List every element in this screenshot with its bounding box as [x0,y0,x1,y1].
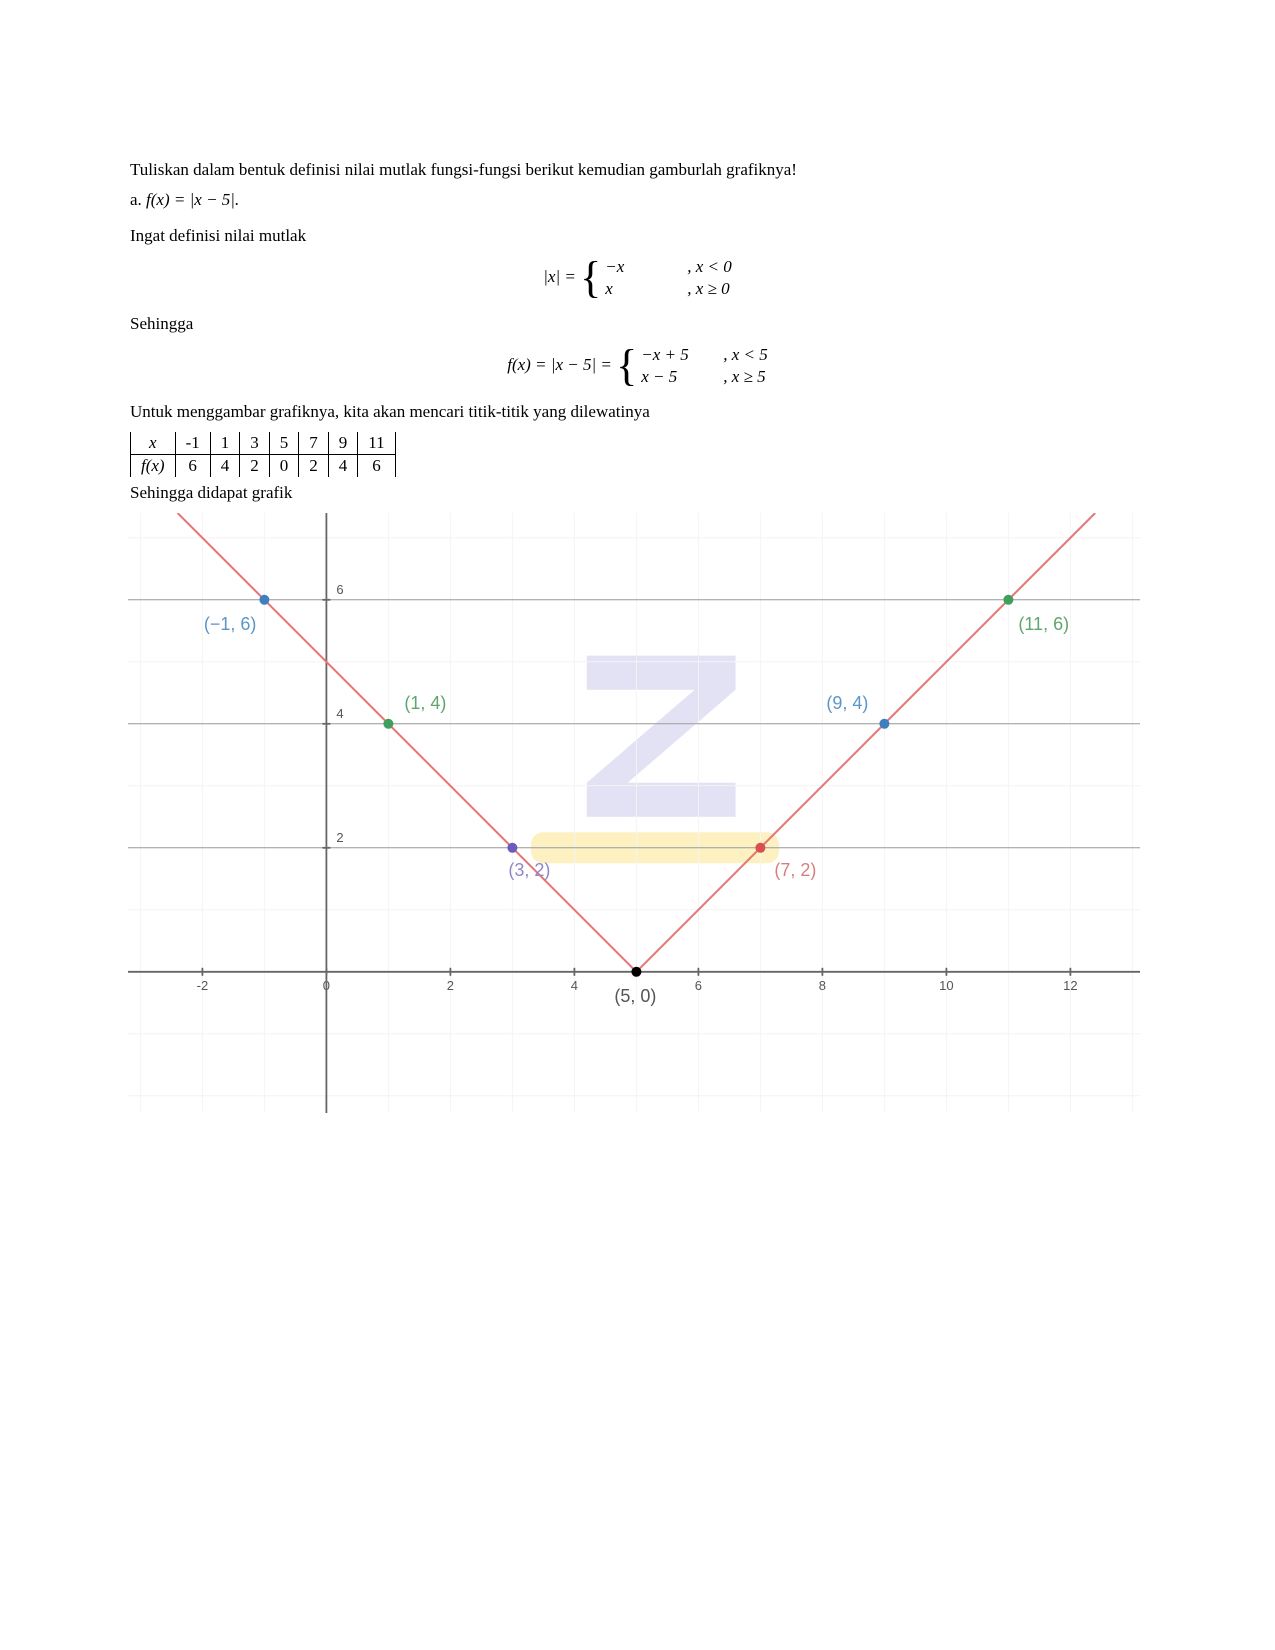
abs-case-1: −x , x < 0 [605,256,732,278]
left-brace-icon: { [616,344,641,388]
table-header-x: x [131,432,176,455]
item-a: a. f(x) = |x − 5|. [130,190,1145,210]
table-header-fx: f(x) [131,455,176,478]
svg-text:(1, 4): (1, 4) [404,693,446,713]
function-definition: f(x) = |x − 5|. [146,190,239,209]
svg-text:12: 12 [1063,978,1077,993]
recall-text: Ingat definisi nilai mutlak [130,226,1145,246]
svg-text:(5, 0): (5, 0) [614,986,656,1006]
chart-container: -2024681012246(−1, 6)(1, 4)(3, 2)(5, 0)(… [128,513,1140,1113]
fx-piecewise: { −x + 5 , x < 5 x − 5 , x ≥ 5 [616,344,768,388]
svg-text:(3, 2): (3, 2) [508,860,550,880]
svg-text:10: 10 [939,978,953,993]
svg-text:2: 2 [336,830,343,845]
svg-text:6: 6 [695,978,702,993]
fx-lhs: f(x) = |x − 5| = [507,355,612,374]
value-table: x -1 1 3 5 7 9 11 f(x) 6 4 2 0 2 4 6 [130,432,396,477]
abs-case-2: x , x ≥ 0 [605,278,732,300]
fx-case-2: x − 5 , x ≥ 5 [641,366,768,388]
table-row-x: x -1 1 3 5 7 9 11 [131,432,396,455]
svg-text:4: 4 [336,706,343,721]
item-label: a. [130,190,142,209]
svg-text:-2: -2 [197,978,209,993]
so-text: Sehingga [130,314,1145,334]
svg-text:(11, 6): (11, 6) [1018,614,1069,634]
table-row-fx: f(x) 6 4 2 0 2 4 6 [131,455,396,478]
svg-text:(9, 4): (9, 4) [826,693,868,713]
svg-text:6: 6 [336,582,343,597]
svg-text:4: 4 [571,978,578,993]
table-intro: Untuk menggambar grafiknya, kita akan me… [130,402,1145,422]
function-chart: -2024681012246(−1, 6)(1, 4)(3, 2)(5, 0)(… [128,513,1140,1113]
abs-definition-equation: |x| = { −x , x < 0 x , x ≥ 0 [130,256,1145,300]
left-brace-icon: { [580,256,605,300]
svg-text:(−1, 6): (−1, 6) [204,614,257,634]
abs-piecewise: { −x , x < 0 x , x ≥ 0 [580,256,732,300]
document-page: Tuliskan dalam bentuk definisi nilai mut… [0,0,1275,1113]
fx-definition-equation: f(x) = |x − 5| = { −x + 5 , x < 5 x − 5 … [130,344,1145,388]
graph-intro: Sehingga didapat grafik [130,483,1145,503]
abs-lhs: |x| = [543,267,576,286]
svg-text:(7, 2): (7, 2) [774,860,816,880]
svg-text:2: 2 [447,978,454,993]
fx-case-1: −x + 5 , x < 5 [641,344,768,366]
svg-text:8: 8 [819,978,826,993]
question-text: Tuliskan dalam bentuk definisi nilai mut… [130,160,1145,180]
